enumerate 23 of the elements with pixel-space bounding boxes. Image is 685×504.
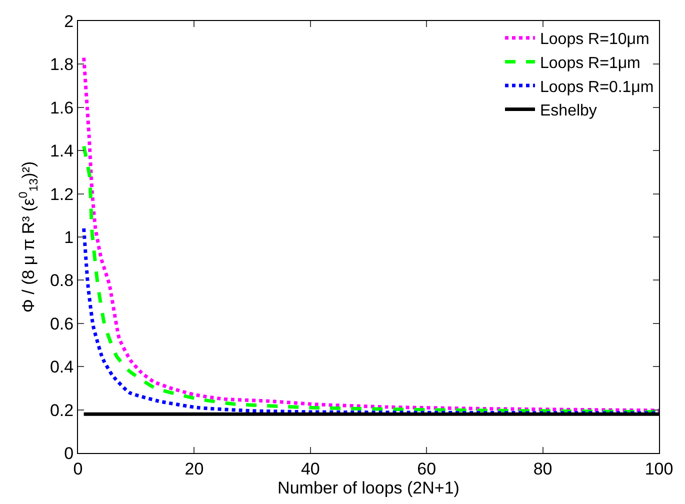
legend-label: Loops R=0.1μm <box>540 78 654 96</box>
x-axis-title: Number of loops (2N+1) <box>278 478 460 498</box>
y-tick-label: 1.8 <box>50 55 74 74</box>
x-tick-label: 20 <box>184 459 204 478</box>
line-series <box>82 56 659 412</box>
y-tick-label: 0 <box>64 444 74 463</box>
line-series <box>82 226 659 415</box>
y-tick-label: 1.6 <box>50 98 74 118</box>
legend-label: Eshelby <box>540 102 597 120</box>
y-tick-label: 1.2 <box>50 184 74 204</box>
x-tick-label: 80 <box>533 459 552 478</box>
legend-label: Loops R=10μm <box>540 31 650 48</box>
legend-label: Loops R=1μm <box>540 54 640 72</box>
x-tick-label: 100 <box>644 459 674 478</box>
y-tick-label: 0.2 <box>50 400 74 420</box>
x-tick-label: 60 <box>417 459 436 478</box>
y-tick-label: 2 <box>64 12 74 31</box>
y-tick-label: 1 <box>64 228 74 247</box>
y-tick-label: 0.4 <box>50 358 74 377</box>
y-tick-label: 0.6 <box>50 314 74 334</box>
y-tick-label: 0.8 <box>50 271 74 290</box>
y-tick-label: 1.4 <box>50 142 74 161</box>
x-tick-label: 40 <box>300 459 320 478</box>
